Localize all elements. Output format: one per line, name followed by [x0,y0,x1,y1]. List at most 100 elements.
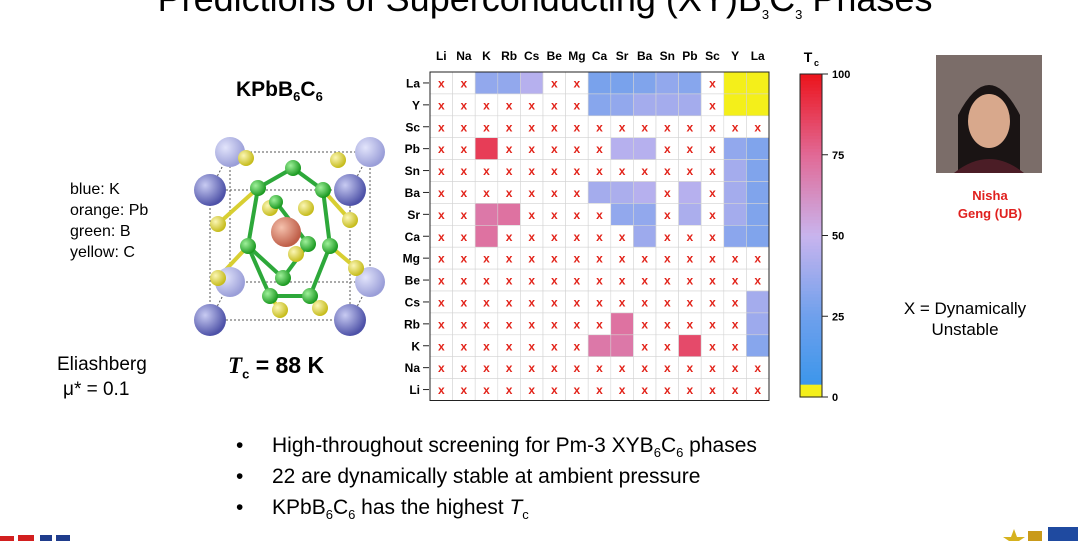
unstable-note: X = Dynamically Unstable [903,299,1027,339]
heatmap-cell [746,225,770,248]
heatmap-cell [678,93,702,117]
x-tick-label: La [751,49,765,63]
unstable-mark: x [709,120,716,134]
unstable-mark: x [754,252,761,266]
colorbar-segment [800,141,822,146]
unstable-mark: x [641,295,648,309]
unstable-mark: x [687,317,694,331]
colorbar-segment [800,103,822,107]
colorbar-segment [800,193,822,198]
method-name: Eliashberg [57,354,147,375]
method-note: Eliashberg μ* = 0.1 [57,352,147,402]
y-tick-label: Sr [407,208,420,222]
unstable-mark: x [596,252,603,266]
unstable-mark: x [732,252,739,266]
heatmap-cell [474,71,499,95]
heatmap-cell [587,71,612,95]
unstable-mark: x [574,76,581,90]
x-tick-label: Sc [705,49,720,63]
y-tick-label: Y [412,98,420,112]
heatmap-cell [723,71,747,95]
heatmap-cell [723,181,747,204]
unstable-mark: x [574,120,581,134]
colorbar-segment [800,96,822,101]
colorbar-segment [800,212,822,217]
unstable-mark: x [506,383,513,397]
unstable-mark: x [596,317,603,331]
x-tick-label: Sn [660,49,675,63]
colorbar-segment [800,74,822,78]
colorbar-segment [800,125,822,130]
colorbar-segment [800,290,822,295]
unstable-mark: x [438,317,445,331]
unstable-mark: x [483,274,490,288]
unstable-mark: x [528,98,535,112]
heatmap-cell [678,334,702,357]
colorbar-segment [800,219,822,224]
colorbar-segment [800,170,822,175]
unstable-mark: x [461,295,468,309]
colorbar-segment [800,371,822,375]
unstable-mark: x [732,295,739,309]
unstable-mark: x [506,295,513,309]
colorbar-segment [800,209,822,214]
colorbar-segment [800,319,822,324]
unstable-mark: x [483,252,490,266]
unstable-mark: x [506,317,513,331]
x-tick-label: Pb [682,49,697,63]
unstable-mark: x [574,164,581,178]
unstable-mark: x [641,274,648,288]
unstable-mark: x [619,164,626,178]
unstable-mark: x [709,76,716,90]
person-name: Nisha Geng (UB) [920,187,1060,223]
colorbar-segment [800,274,822,279]
unstable-mark: x [664,361,671,375]
x-tick-label: Ba [637,49,653,63]
unstable-mark: x [641,361,648,375]
unstable-mark: x [641,164,648,178]
heatmap-frame [429,71,770,401]
unstable-mark: x [461,186,468,200]
unstable-mark: x [528,164,535,178]
colorbar-segment [800,93,822,98]
unstable-mark: x [596,164,603,178]
unstable-mark: x [641,339,648,353]
unstable-mark: x [664,317,671,331]
colorbar-segment [800,241,822,246]
unstable-mark: x [709,186,716,200]
unstable-mark: x [461,98,468,112]
colorbar-label: T [804,49,813,65]
heatmap-cell [610,181,634,204]
unstable-mark: x [551,164,558,178]
colorbar-segment [800,332,822,337]
unstable-mark: x [461,361,468,375]
unstable-mark: x [732,274,739,288]
unstable-mark: x [664,252,671,266]
colorbar-segment [800,309,822,314]
heatmap-cell [633,181,657,204]
unstable-mark: x [506,252,513,266]
colorbar-segment [800,167,822,172]
x-tick-label: Y [731,49,739,63]
tc-heatmap: x x x x xx x x x x x x xx x x x x x x x x x x x x x xx x x x x x x x x xx x… [403,49,851,404]
colorbar-segment [800,293,822,298]
colorbar-segment [800,351,822,356]
unstable-mark: x [574,361,581,375]
colorbar-segment [800,86,822,91]
unstable-mark: x [709,295,716,309]
colorbar-segment [800,342,822,346]
unstable-mark: x [709,274,716,288]
colorbar-segment [800,287,822,292]
colorbar-segment [800,229,822,233]
x-tick-label: K [482,49,491,63]
person-first-name: Nisha [972,188,1008,203]
heatmap-cell [723,225,747,248]
colorbar-segment [800,161,822,166]
unstable-mark: x [641,383,648,397]
unstable-mark: x [664,383,671,397]
unstable-mark: x [574,208,581,222]
colorbar-segment [800,164,822,169]
colorbar-segment [800,338,822,343]
heatmap-cell [587,334,612,357]
unstable-mark: x [483,164,490,178]
